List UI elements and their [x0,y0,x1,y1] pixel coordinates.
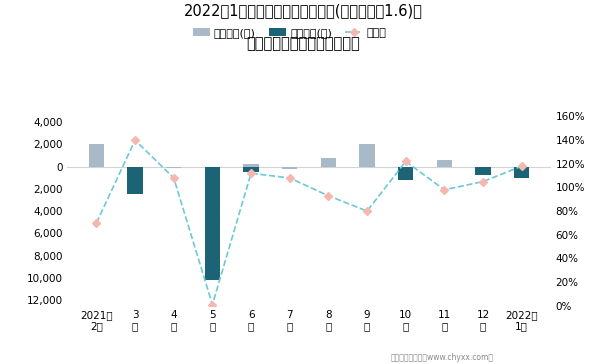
Bar [205,167,220,280]
Bar [244,165,259,167]
Bar [475,167,491,175]
Text: 制图：智研咨询（www.chyxx.com）: 制图：智研咨询（www.chyxx.com） [391,353,494,362]
Bar [166,167,181,168]
Text: 2022年1月伊兰特旗下最畅销轿车(伊兰特三厢1.6)近: 2022年1月伊兰特旗下最畅销轿车(伊兰特三厢1.6)近 [184,4,422,19]
Bar [437,160,452,167]
Bar [398,167,413,180]
Bar [359,144,375,167]
Bar [282,167,298,169]
Bar [514,167,530,178]
Text: 一年库存情况及产销率统计图: 一年库存情况及产销率统计图 [246,36,360,51]
Bar [244,167,259,172]
Bar [321,158,336,167]
Bar [127,167,143,194]
Bar [88,144,104,167]
Legend: 积压库存(辆), 清仓库存(辆), 产销率: 积压库存(辆), 清仓库存(辆), 产销率 [188,24,391,43]
